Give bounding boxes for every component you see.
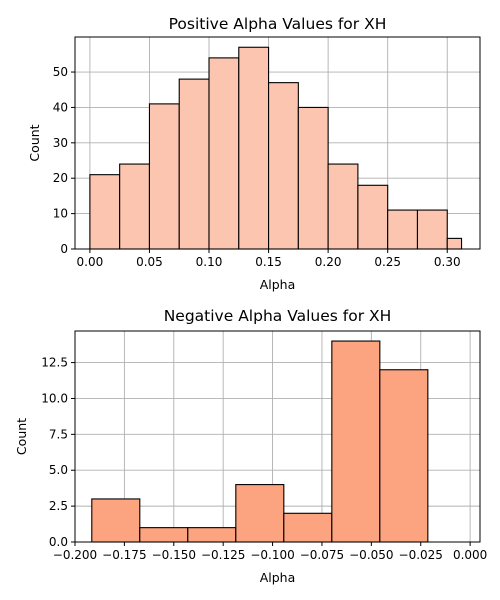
x-tick-label: 0.15 <box>255 255 282 269</box>
x-tick-label: −0.150 <box>152 548 196 562</box>
y-tick-label: 0.0 <box>49 535 68 549</box>
y-tick-label: 7.5 <box>49 427 68 441</box>
bar <box>331 340 381 543</box>
bar <box>89 174 121 250</box>
bar <box>297 106 329 250</box>
bars <box>89 46 463 250</box>
chart-title: Negative Alpha Values for XH <box>164 307 392 325</box>
bar <box>238 46 270 250</box>
x-tick-label: −0.050 <box>349 548 393 562</box>
bar <box>327 163 359 250</box>
y-axis-label: Count <box>14 418 29 455</box>
chart-positive-alpha: 0.00 0.05 0.10 0.15 0.20 0.25 0.30 0 10 20 30 40 50 P… <box>27 15 481 292</box>
x-tick-label: 0.10 <box>196 255 223 269</box>
y-tick-label: 0 <box>60 242 68 256</box>
y-tick-label: 30 <box>53 136 68 150</box>
y-tick-label: 10 <box>53 207 68 221</box>
bar <box>91 498 141 543</box>
bar <box>446 237 463 250</box>
x-tick-label: 0.05 <box>136 255 163 269</box>
x-tick-label: 0.25 <box>374 255 401 269</box>
x-axis-label: Alpha <box>260 570 296 585</box>
y-tick-label: 10.0 <box>41 391 68 405</box>
y-tick-label: 5.0 <box>49 463 68 477</box>
y-tick-label: 20 <box>53 171 68 185</box>
bar <box>416 209 448 250</box>
bar <box>148 103 180 250</box>
bar <box>235 484 285 543</box>
x-tick-label: −0.025 <box>399 548 443 562</box>
bar <box>187 527 237 543</box>
x-tick-label: −0.200 <box>53 548 97 562</box>
bars <box>91 340 429 543</box>
x-tick-label: 0.00 <box>77 255 104 269</box>
x-tick-label: 0.20 <box>315 255 342 269</box>
bar <box>357 184 389 250</box>
x-tick-label: 0.000 <box>453 548 487 562</box>
y-tick-label: 2.5 <box>49 499 68 513</box>
axes-frame <box>74 330 481 543</box>
bar <box>178 78 210 250</box>
bar <box>283 512 333 543</box>
x-tick-label: −0.125 <box>201 548 245 562</box>
chart-title: Positive Alpha Values for XH <box>169 15 387 33</box>
x-tick-label: 0.30 <box>434 255 461 269</box>
bar <box>379 369 429 543</box>
x-tick-label: −0.100 <box>250 548 294 562</box>
bar <box>268 82 299 250</box>
y-axis-label: Count <box>27 124 42 161</box>
x-tick-label: −0.175 <box>102 548 146 562</box>
y-tick-label: 40 <box>53 100 68 114</box>
bar <box>139 527 189 543</box>
x-tick-label: −0.075 <box>300 548 344 562</box>
bar <box>119 163 150 250</box>
y-tick-label: 12.5 <box>41 356 68 370</box>
chart-negative-alpha: −0.200 −0.175 −0.150 −0.125 −0.100 −0.075 −0.0… <box>14 307 487 585</box>
x-axis-label: Alpha <box>260 277 296 292</box>
bar <box>208 57 240 250</box>
bar <box>387 209 419 250</box>
y-tick-label: 50 <box>53 65 68 79</box>
